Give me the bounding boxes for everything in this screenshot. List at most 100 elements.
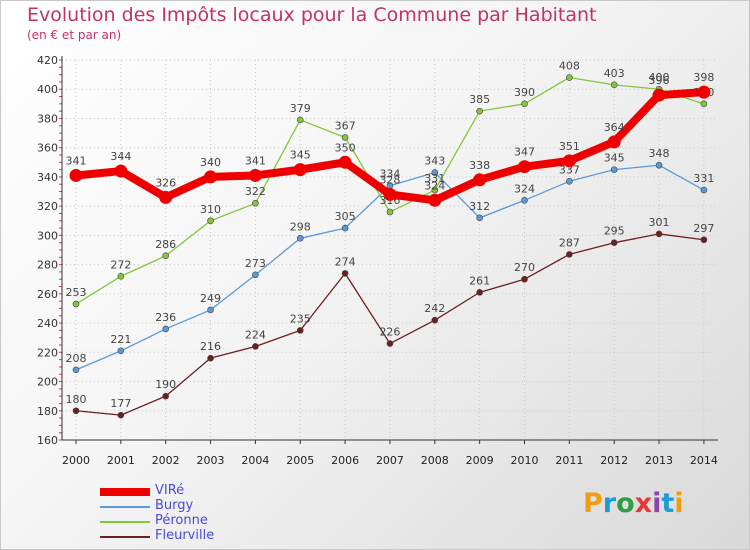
data-point-fleurville <box>296 327 304 334</box>
data-label-burgy: 273 <box>245 257 266 270</box>
data-label-fleurville: 301 <box>649 216 670 229</box>
y-tick-label: 160 <box>37 434 58 447</box>
data-point-fleurville <box>566 251 573 258</box>
data-label-vire: 344 <box>110 150 131 163</box>
logo-letter: i <box>652 488 662 519</box>
data-label-burgy: 345 <box>604 152 625 165</box>
data-point-fleurville <box>610 239 618 246</box>
data-label-fleurville: 226 <box>379 326 400 339</box>
data-point-burgy <box>610 166 618 173</box>
data-point-fleurville <box>386 340 394 347</box>
data-point-burgy <box>162 325 169 333</box>
data-point-peronne <box>610 81 618 89</box>
y-tick-label: 340 <box>37 171 58 184</box>
x-tick-label: 2001 <box>107 454 135 467</box>
data-label-burgy: 343 <box>424 155 445 168</box>
legend: VIRé Burgy Péronne Fleurville <box>100 483 300 544</box>
data-label-burgy: 236 <box>155 311 176 324</box>
data-label-burgy: 337 <box>559 163 580 176</box>
data-label-fleurville: 295 <box>604 225 625 238</box>
data-label-vire: 351 <box>559 140 580 153</box>
legend-item-burgy: Burgy <box>100 498 300 514</box>
data-label-peronne: 408 <box>559 60 580 73</box>
data-label-vire: 396 <box>649 74 670 87</box>
legend-swatch-fleurville <box>100 536 150 538</box>
data-point-vire <box>114 164 128 178</box>
data-point-fleurville <box>252 343 259 350</box>
data-label-fleurville: 224 <box>245 328 266 341</box>
data-point-vire <box>383 187 397 201</box>
data-point-peronne <box>117 273 125 280</box>
data-label-burgy: 208 <box>66 352 87 365</box>
data-point-vire <box>562 154 576 168</box>
data-label-vire: 328 <box>379 173 400 186</box>
data-label-vire: 345 <box>290 149 311 162</box>
x-tick-label: 2013 <box>645 454 673 467</box>
legend-swatch-vire <box>100 488 150 496</box>
data-point-vire <box>652 88 666 102</box>
data-label-peronne: 331 <box>424 172 445 185</box>
logo-letter: P <box>583 488 603 519</box>
data-point-vire <box>204 170 218 184</box>
x-tick-label: 2003 <box>197 454 225 467</box>
data-label-peronne: 379 <box>290 102 311 115</box>
data-label-fleurville: 274 <box>335 255 356 268</box>
data-point-peronne <box>521 100 528 108</box>
data-label-peronne: 286 <box>155 238 176 251</box>
data-label-vire: 347 <box>514 146 535 159</box>
data-label-fleurville: 216 <box>200 340 221 353</box>
data-point-peronne <box>431 186 439 194</box>
legend-label-burgy: Burgy <box>155 498 194 513</box>
logo-letter: t <box>661 488 675 519</box>
data-point-burgy <box>117 347 125 355</box>
data-point-burgy <box>72 366 80 374</box>
data-label-vire: 324 <box>424 179 445 192</box>
data-label-burgy: 298 <box>290 220 311 233</box>
y-tick-label: 280 <box>37 259 58 272</box>
y-tick-label: 400 <box>37 83 58 96</box>
data-label-peronne: 385 <box>469 93 490 106</box>
x-tick-label: 2004 <box>241 454 269 467</box>
data-point-vire <box>473 173 487 187</box>
data-label-vire: 338 <box>469 159 490 172</box>
data-point-fleurville <box>476 289 483 296</box>
data-point-burgy <box>296 235 304 242</box>
data-label-vire: 350 <box>335 141 356 154</box>
data-label-vire: 341 <box>66 154 87 167</box>
y-tick-label: 300 <box>37 229 58 242</box>
data-point-vire <box>69 168 83 182</box>
data-label-fleurville: 242 <box>424 302 445 315</box>
data-point-fleurville <box>700 236 708 244</box>
logo-letter: o <box>616 488 635 519</box>
logo-letter: r <box>602 488 617 519</box>
data-label-fleurville: 190 <box>155 378 176 391</box>
data-point-vire <box>248 168 262 182</box>
y-tick-label: 240 <box>37 317 58 330</box>
data-label-burgy: 324 <box>514 182 535 195</box>
data-label-fleurville: 261 <box>469 274 490 287</box>
data-label-burgy: 249 <box>200 292 221 305</box>
data-point-burgy <box>655 161 663 169</box>
data-point-peronne <box>386 208 394 216</box>
data-point-burgy <box>207 306 214 314</box>
data-label-fleurville: 177 <box>110 397 131 410</box>
legend-swatch-burgy <box>100 506 150 508</box>
data-point-fleurville <box>117 411 125 419</box>
y-tick-label: 360 <box>37 142 58 155</box>
legend-label-fleurville: Fleurville <box>155 528 215 543</box>
data-point-burgy <box>566 178 573 185</box>
data-label-peronne: 272 <box>110 258 131 271</box>
data-point-fleurville <box>341 270 349 277</box>
data-label-fleurville: 287 <box>559 236 580 249</box>
data-point-vire <box>293 163 307 177</box>
x-tick-label: 2000 <box>62 454 90 467</box>
data-point-vire <box>697 85 711 99</box>
data-label-peronne: 390 <box>514 86 535 99</box>
data-point-burgy <box>431 169 439 176</box>
data-point-fleurville <box>162 392 169 400</box>
data-label-peronne: 322 <box>245 185 266 198</box>
legend-item-vire: VIRé <box>100 483 300 499</box>
data-label-peronne: 310 <box>200 203 221 216</box>
data-point-peronne <box>700 100 708 108</box>
